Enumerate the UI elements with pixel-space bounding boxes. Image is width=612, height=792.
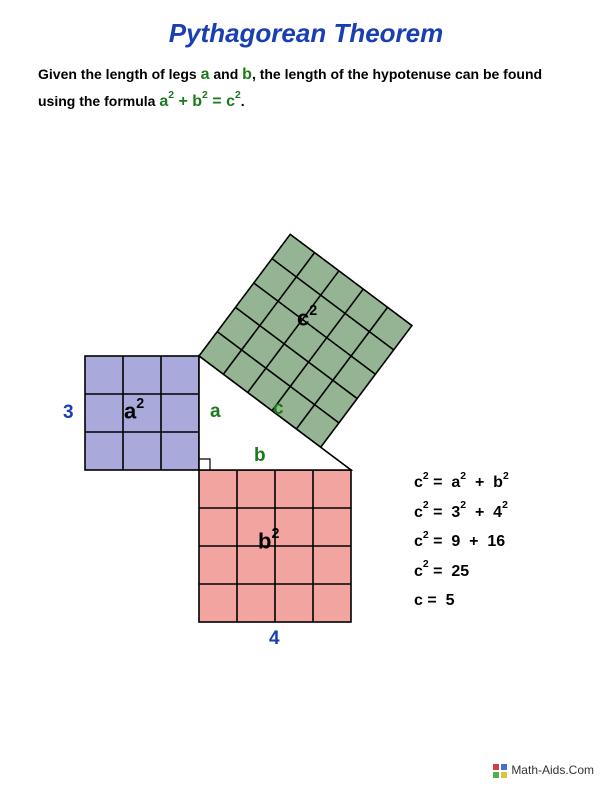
diagram-svg (0, 120, 612, 700)
formula: a2 + b2 = c2 (159, 93, 240, 110)
equation-line: c2 = 25 (414, 557, 509, 587)
description-text: Given the length of legs a and b, the le… (0, 49, 612, 115)
side-b-length: 4 (269, 628, 280, 650)
footer-attribution: Math-Aids.Com (493, 763, 594, 778)
pythagorean-diagram: 3 4 a b c a2 b2 c2 c2 = a2 + b2c2 = 32 +… (0, 120, 612, 700)
equation-line: c = 5 (414, 586, 509, 616)
leg-b-label: b (254, 445, 266, 467)
title-text: Pythagorean Theorem (169, 18, 444, 48)
square-b-label: b2 (258, 528, 279, 554)
hyp-c-label: c (273, 398, 284, 420)
equation-line: c2 = a2 + b2 (414, 468, 509, 498)
square-a-label: a2 (124, 398, 144, 424)
logo-icon (493, 764, 507, 778)
footer-text: Math-Aids.Com (511, 763, 594, 777)
equation-line: c2 = 9 + 16 (414, 527, 509, 557)
equation-line: c2 = 32 + 42 (414, 498, 509, 528)
square-c-label: c2 (297, 305, 317, 331)
leg-a-label: a (210, 401, 221, 423)
var-b: b (242, 66, 252, 83)
worked-equations: c2 = a2 + b2c2 = 32 + 42c2 = 9 + 16c2 = … (414, 468, 509, 616)
page-title: Pythagorean Theorem (0, 0, 612, 49)
side-a-length: 3 (63, 402, 74, 424)
